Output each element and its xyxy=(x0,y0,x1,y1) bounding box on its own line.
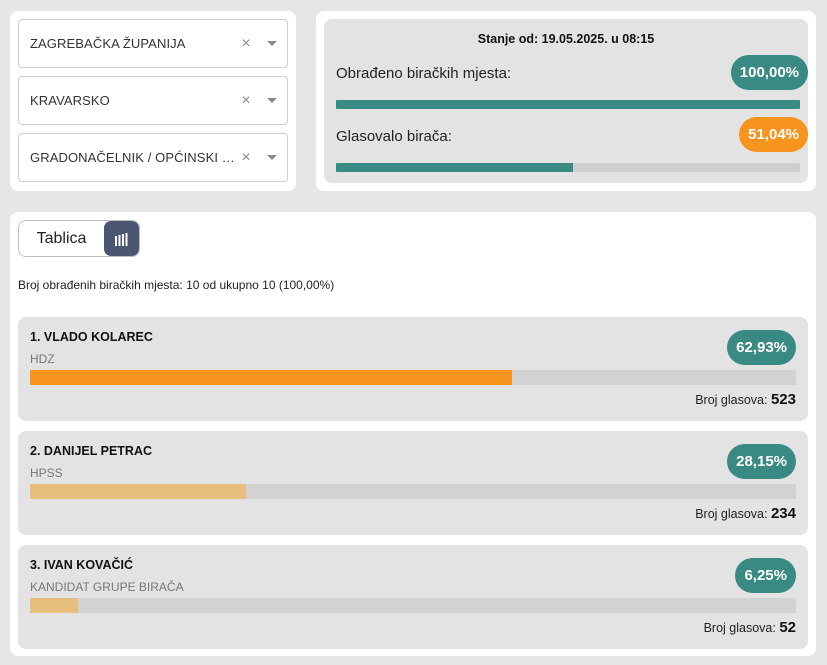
processed-label: Obrađeno biračkih mjesta: xyxy=(336,65,512,82)
county-select-value: ZAGREBAČKA ŽUPANIJA xyxy=(30,36,186,51)
candidate-votes: Broj glasova: 52 xyxy=(704,619,796,636)
processed-percent-badge: 100,00% xyxy=(730,55,808,90)
votes-count: 523 xyxy=(770,391,796,408)
chevron-down-icon[interactable] xyxy=(257,98,287,103)
status-timestamp: Stanje od: 19.05.2025. u 08:15 xyxy=(477,32,655,46)
turnout-progress-fill xyxy=(336,163,573,172)
votes-label: Broj glasova: xyxy=(695,507,768,521)
candidate-card: 2. DANIJEL PETRAC HPSS 28,15% Broj glaso… xyxy=(18,431,808,535)
candidate-name: 1. VLADO KOLAREC xyxy=(30,330,153,344)
election-type-select-value: GRADONAČELNIK / OPĆINSKI NAČELNIK xyxy=(30,150,235,165)
candidate-votes: Broj glasova: 234 xyxy=(695,505,796,522)
processed-summary: Broj obrađenih biračkih mjesta: 10 od uk… xyxy=(18,278,335,292)
candidate-vote-bar-fill xyxy=(30,370,513,385)
candidate-vote-bar xyxy=(30,484,796,499)
view-toggle: Tablica xyxy=(18,220,140,257)
turnout-percent-badge: 51,04% xyxy=(739,117,808,152)
municipality-select-value: KRAVARSKO xyxy=(30,93,110,108)
candidate-percent-badge: 28,15% xyxy=(727,444,796,479)
votes-count: 52 xyxy=(779,619,796,636)
candidate-vote-bar-fill xyxy=(30,484,246,499)
candidate-name: 3. IVAN KOVAČIĆ xyxy=(30,558,134,572)
candidate-percent-badge: 6,25% xyxy=(735,558,796,593)
candidate-vote-bar xyxy=(30,370,796,385)
candidate-party: KANDIDAT GRUPE BIRAČA xyxy=(30,580,184,594)
bar-chart-icon xyxy=(114,232,127,246)
processed-progress-fill xyxy=(336,100,800,109)
chevron-down-icon[interactable] xyxy=(257,41,287,46)
candidate-party: HDZ xyxy=(30,352,55,366)
votes-count: 234 xyxy=(770,505,796,522)
candidate-name: 2. DANIJEL PETRAC xyxy=(30,444,153,458)
processed-progress-bar xyxy=(336,100,800,109)
candidate-card: 3. IVAN KOVAČIĆ KANDIDAT GRUPE BIRAČA 6,… xyxy=(18,545,808,649)
chevron-down-icon[interactable] xyxy=(257,155,287,160)
county-select[interactable]: ZAGREBAČKA ŽUPANIJA × xyxy=(18,19,288,68)
votes-label: Broj glasova: xyxy=(703,621,776,635)
votes-label: Broj glasova: xyxy=(695,393,768,407)
municipality-select[interactable]: KRAVARSKO × xyxy=(18,76,288,125)
candidate-card: 1. VLADO KOLAREC HDZ 62,93% Broj glasova… xyxy=(18,317,808,421)
status-panel: Stanje od: 19.05.2025. u 08:15 Obrađeno … xyxy=(316,11,816,191)
candidate-vote-bar-fill xyxy=(30,598,78,613)
clear-icon[interactable]: × xyxy=(241,34,251,52)
candidate-percent-badge: 62,93% xyxy=(727,330,796,365)
results-panel: Tablica Broj obrađenih biračkih mjesta: … xyxy=(10,212,816,656)
clear-icon[interactable]: × xyxy=(241,91,251,109)
candidate-vote-bar xyxy=(30,598,796,613)
filters-panel: ZAGREBAČKA ŽUPANIJA × KRAVARSKO × GRADON… xyxy=(10,11,296,191)
status-box: Stanje od: 19.05.2025. u 08:15 Obrađeno … xyxy=(324,19,808,183)
candidate-votes: Broj glasova: 523 xyxy=(695,391,796,408)
election-type-select[interactable]: GRADONAČELNIK / OPĆINSKI NAČELNIK × xyxy=(18,133,288,182)
turnout-progress-bar xyxy=(336,163,800,172)
clear-icon[interactable]: × xyxy=(241,148,251,166)
candidate-party: HPSS xyxy=(30,466,63,480)
tab-chart[interactable] xyxy=(104,221,139,256)
turnout-label: Glasovalo birača: xyxy=(336,128,452,145)
tab-table[interactable]: Tablica xyxy=(19,221,104,256)
